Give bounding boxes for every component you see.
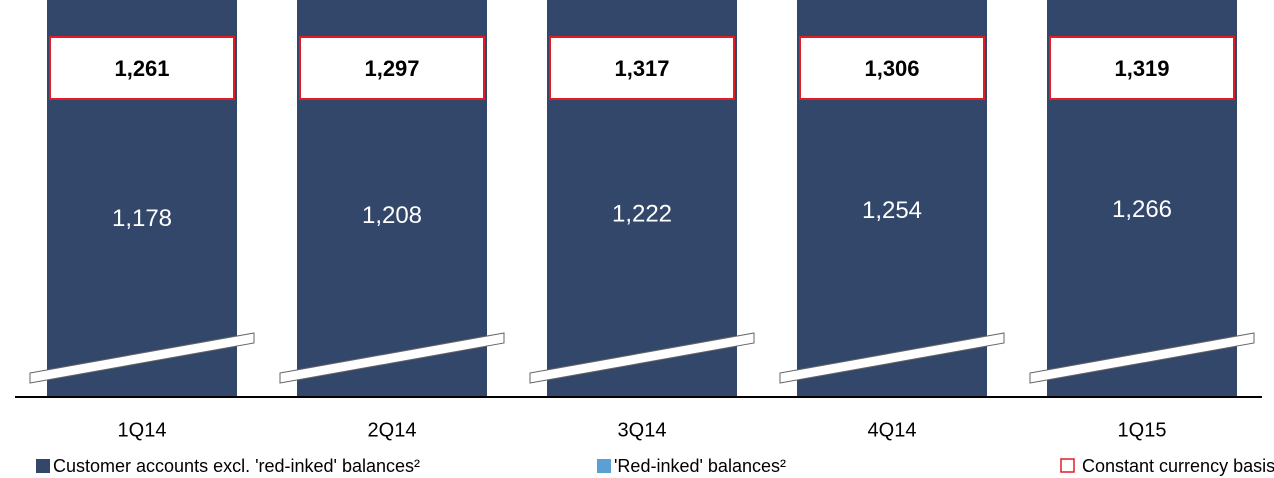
value-label: 1,178 — [112, 205, 172, 232]
value-label: 1,266 — [1112, 196, 1172, 223]
axis-break — [279, 332, 505, 384]
legend-label: Customer accounts excl. 'red-inked' bala… — [53, 456, 420, 476]
value-label: 1,254 — [862, 197, 922, 224]
total-label: 1,317 — [614, 56, 669, 81]
legend-label: 'Red-inked' balances² — [614, 456, 786, 476]
legend-swatch — [1060, 458, 1075, 473]
legend-label: Constant currency basis¹ — [1082, 456, 1274, 476]
value-label: 1,222 — [612, 200, 672, 227]
total-box — [299, 36, 485, 100]
total-box — [1049, 36, 1235, 100]
total-label: 1,319 — [1114, 56, 1169, 81]
axis-break — [779, 332, 1005, 384]
total-box — [799, 36, 985, 100]
total-label: 1,306 — [864, 56, 919, 81]
x-tick-label: 3Q14 — [618, 419, 667, 441]
axis-break — [29, 332, 255, 384]
legend-swatch — [597, 459, 611, 473]
total-label: 1,297 — [364, 56, 419, 81]
total-label: 1,261 — [114, 56, 169, 81]
x-tick-label: 1Q14 — [118, 419, 167, 441]
total-box — [549, 36, 735, 100]
x-tick-label: 2Q14 — [368, 419, 417, 441]
legend-swatch — [36, 459, 50, 473]
total-box — [49, 36, 235, 100]
axis-break — [529, 332, 755, 384]
axis-break — [1029, 332, 1255, 384]
x-tick-label: 4Q14 — [868, 419, 917, 441]
x-tick-label: 1Q15 — [1118, 419, 1167, 441]
value-label: 1,208 — [362, 202, 422, 229]
